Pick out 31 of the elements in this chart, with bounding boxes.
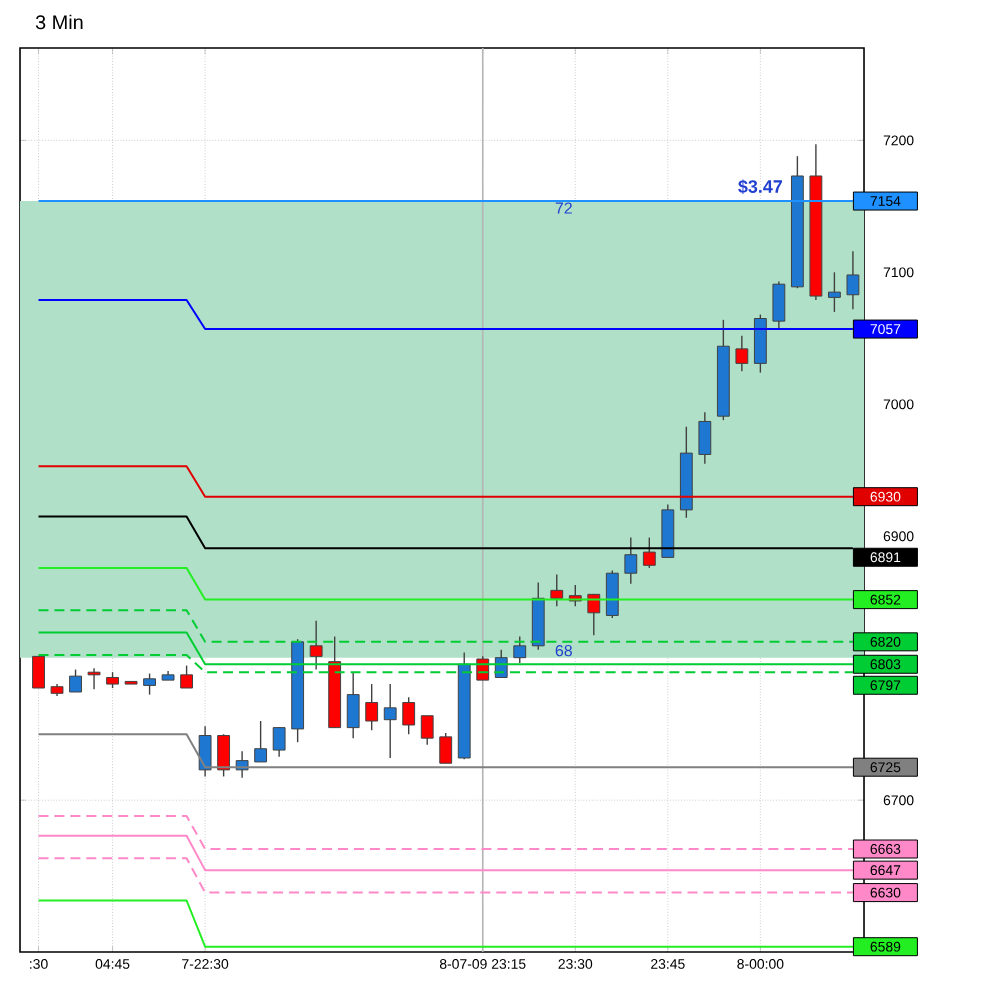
candlestick — [605, 569, 619, 619]
candlestick — [513, 635, 527, 664]
candlestick — [32, 655, 45, 689]
candlestick — [217, 733, 231, 778]
candlestick — [365, 683, 379, 731]
candlestick — [383, 683, 397, 759]
candlestick — [642, 536, 656, 569]
candlestick — [735, 334, 749, 372]
candlestick — [87, 667, 101, 691]
candlestick — [143, 672, 156, 696]
candlestick — [772, 280, 786, 330]
candlestick — [402, 696, 416, 735]
candlestick — [661, 503, 675, 559]
candlestick — [753, 313, 767, 374]
annotation: $3.47 — [738, 179, 783, 195]
candlestick — [624, 536, 638, 585]
candlestick — [698, 411, 712, 465]
candlestick — [254, 720, 268, 763]
candlestick — [198, 725, 212, 778]
candlestick — [309, 620, 323, 671]
candlestick — [69, 668, 82, 693]
candlestick — [531, 581, 545, 651]
candlestick — [420, 715, 434, 746]
candlestick — [180, 664, 194, 689]
candlestick — [827, 271, 841, 313]
candlestick — [846, 250, 860, 310]
candlestick — [346, 671, 360, 739]
chart-title: 3 Min — [35, 14, 83, 30]
candlestick — [550, 573, 564, 607]
candlestick — [272, 726, 286, 758]
candlestick — [439, 732, 453, 764]
